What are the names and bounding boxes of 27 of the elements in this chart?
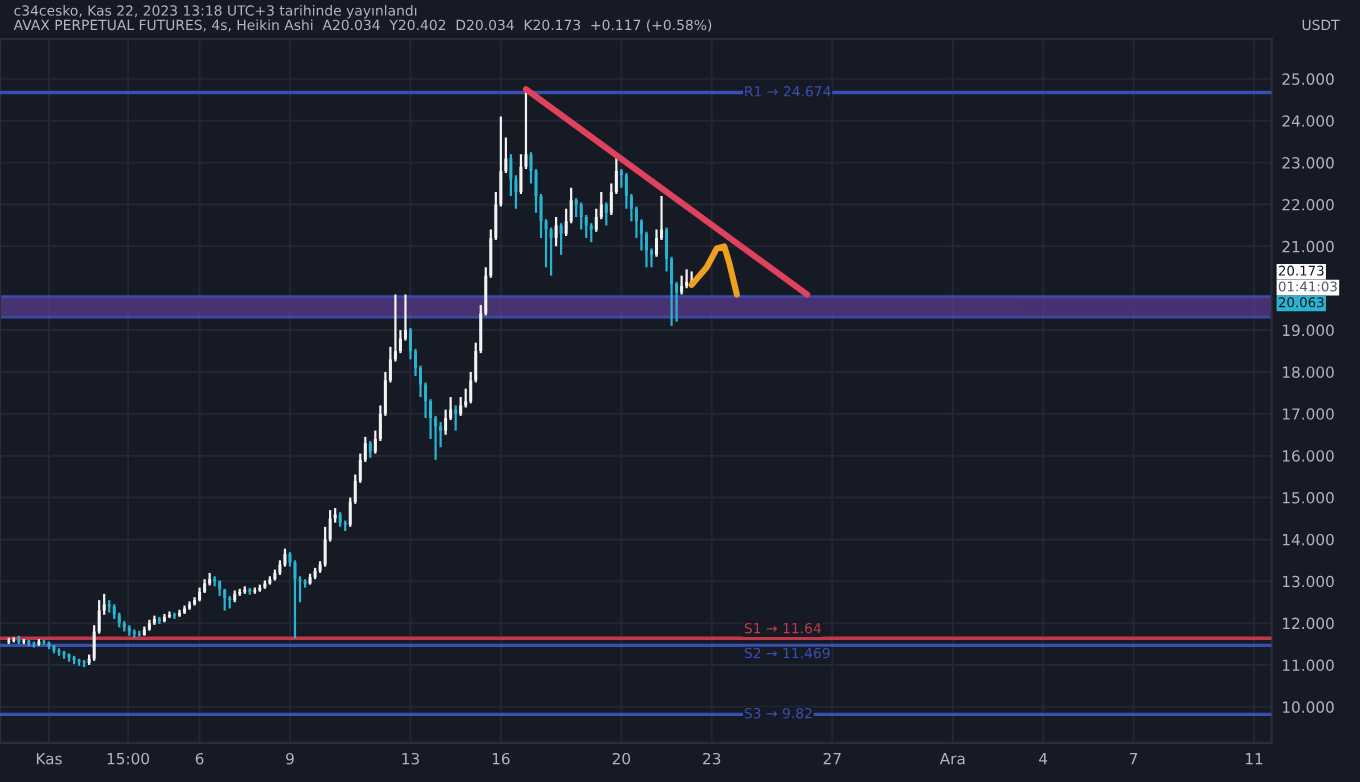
candlestick xyxy=(157,615,161,626)
candlestick xyxy=(178,608,182,618)
candlestick xyxy=(313,566,317,581)
candlestick xyxy=(273,568,277,582)
candlestick xyxy=(459,395,463,418)
line-series xyxy=(688,243,740,298)
candlestick xyxy=(589,222,593,244)
candlestick xyxy=(308,572,312,586)
candlestick xyxy=(604,201,608,227)
candlestick xyxy=(685,268,689,290)
candlestick xyxy=(172,611,176,621)
candlestick xyxy=(52,643,56,655)
candlestick xyxy=(454,404,458,432)
candlestick xyxy=(57,647,61,657)
candlestick xyxy=(72,654,76,666)
candlestick xyxy=(47,640,51,651)
candlestick xyxy=(62,649,66,660)
candlestick xyxy=(223,587,227,612)
candlestick xyxy=(559,222,563,256)
candlestick xyxy=(680,274,684,296)
candlestick xyxy=(77,657,81,667)
candlestick xyxy=(283,547,287,568)
candlestick xyxy=(293,559,297,640)
candlestick xyxy=(549,226,553,277)
candlestick xyxy=(579,201,583,231)
candlestick xyxy=(167,610,171,620)
candlestick xyxy=(554,215,558,248)
